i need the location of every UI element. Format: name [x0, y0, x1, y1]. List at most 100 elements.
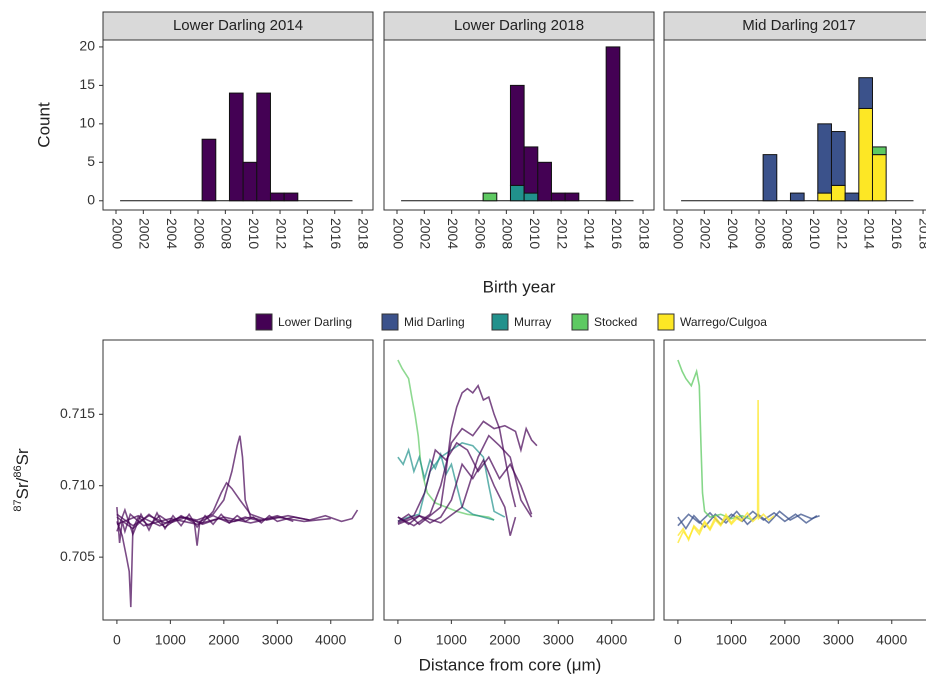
panel: 0 1000 2000 3000 4000: [663, 339, 926, 648]
bar: [789, 192, 805, 202]
x-tick-label: 2012: [554, 218, 570, 249]
bar: [830, 184, 846, 202]
y-axis-title-part: Sr/: [13, 477, 32, 499]
x-tick-label: 2006: [752, 218, 768, 249]
bar: [871, 154, 887, 202]
x-tick-label: 2008: [500, 218, 516, 249]
y-tick-label: 0: [87, 191, 95, 207]
bar: [550, 192, 566, 202]
bar: [523, 146, 539, 194]
strip-title: Mid Darling 2017: [742, 17, 855, 34]
bar: [871, 146, 887, 156]
trace: [397, 420, 538, 527]
legend-label: Stocked: [594, 315, 637, 329]
y-tick-label: 5: [87, 153, 95, 169]
legend-key: [381, 313, 399, 331]
trace: [397, 384, 517, 526]
x-tick-label: 2008: [780, 218, 796, 249]
bar: [523, 192, 539, 202]
trace: [677, 510, 820, 531]
x-tick-label: 2008: [219, 218, 235, 249]
x-tick-label: 2006: [472, 218, 488, 249]
y-tick-label: 10: [79, 115, 95, 131]
x-tick-label: 2016: [609, 218, 625, 249]
panel-border: [383, 339, 655, 621]
y-tick-label: 0.710: [60, 476, 95, 492]
trace: [677, 515, 743, 544]
x-tick-label: 1000: [436, 632, 467, 648]
bar: [228, 92, 244, 202]
x-tick-label: 2000: [390, 218, 406, 249]
x-tick-label: 2018: [355, 218, 371, 249]
y-axis-title-part: 86: [12, 465, 24, 477]
x-tick-label: 2000: [670, 218, 686, 249]
legend-label: Murray: [514, 315, 551, 329]
legend-label: Warrego/Culgoa: [680, 315, 767, 329]
bar: [509, 184, 525, 202]
bar: [830, 131, 846, 186]
x-tick-label: 2012: [273, 218, 289, 249]
bar: [564, 192, 580, 202]
trace: [397, 434, 533, 526]
x-tick-label: 2004: [445, 218, 461, 249]
x-tick-label: 1000: [155, 632, 186, 648]
trace: [116, 435, 294, 527]
panel: Mid Darling 2017 2000 2002 2004 2006 2008 2010…: [663, 11, 926, 249]
strip: [663, 11, 926, 41]
x-tick-label: 3000: [823, 632, 854, 648]
y-axis-title-part: 87: [12, 499, 24, 511]
x-tick-label: 2004: [725, 218, 741, 249]
x-tick-label: 0: [394, 632, 402, 648]
x-tick-label: 2014: [862, 218, 878, 249]
legend-label: Lower Darling: [278, 315, 352, 329]
x-tick-label: 2000: [208, 632, 239, 648]
strip: [383, 11, 655, 41]
strip-title: Lower Darling 2014: [173, 17, 303, 34]
x-tick-label: 4000: [596, 632, 627, 648]
x-tick-label: 4000: [315, 632, 346, 648]
bar: [509, 84, 525, 186]
bar: [858, 107, 873, 202]
x-tick-label: 2016: [889, 218, 905, 249]
y-tick-label: 15: [79, 76, 95, 92]
x-tick-label: 2000: [489, 632, 520, 648]
x-tick-label: 2018: [916, 218, 926, 249]
legend-key: [571, 313, 589, 331]
x-tick-label: 2006: [191, 218, 207, 249]
bar: [201, 138, 217, 202]
y-tick-label: 0.715: [60, 405, 95, 421]
bar: [817, 192, 832, 202]
panel-border: [383, 39, 655, 211]
x-tick-label: 2000: [109, 218, 125, 249]
x-tick-label: 2014: [582, 218, 598, 249]
strip-title: Lower Darling 2018: [454, 17, 584, 34]
bar: [605, 46, 621, 202]
trace: [397, 359, 495, 521]
y-axis-title-part: Sr: [13, 448, 32, 465]
x-tick-label: 2012: [834, 218, 850, 249]
legend-key: [255, 313, 273, 331]
bar: [844, 192, 860, 202]
x-tick-label: 0: [674, 632, 682, 648]
panel: Lower Darling 2018 2000 2002 2004 2006 2008 20…: [383, 11, 655, 249]
bar: [858, 77, 873, 109]
x-axis-title: Birth year: [483, 277, 556, 296]
trace: [116, 507, 331, 543]
strip: [102, 11, 374, 41]
x-tick-label: 2018: [636, 218, 652, 249]
bar: [269, 192, 285, 202]
bar: [762, 154, 778, 202]
panel-border: [663, 339, 926, 621]
x-tick-label: 0: [113, 632, 121, 648]
x-tick-label: 2000: [769, 632, 800, 648]
x-tick-label: 3000: [262, 632, 293, 648]
bar: [817, 123, 832, 194]
x-tick-label: 4000: [876, 632, 907, 648]
x-tick-label: 3000: [543, 632, 574, 648]
bar: [537, 161, 552, 202]
panel: Lower Darling 2014 2000 2002 2004 2006 2008 20…: [79, 11, 374, 249]
y-axis-title: 87Sr/86Sr: [12, 448, 33, 512]
panel-border: [102, 39, 374, 211]
x-tick-label: 2010: [527, 218, 543, 249]
y-axis-title: Count: [34, 102, 53, 148]
